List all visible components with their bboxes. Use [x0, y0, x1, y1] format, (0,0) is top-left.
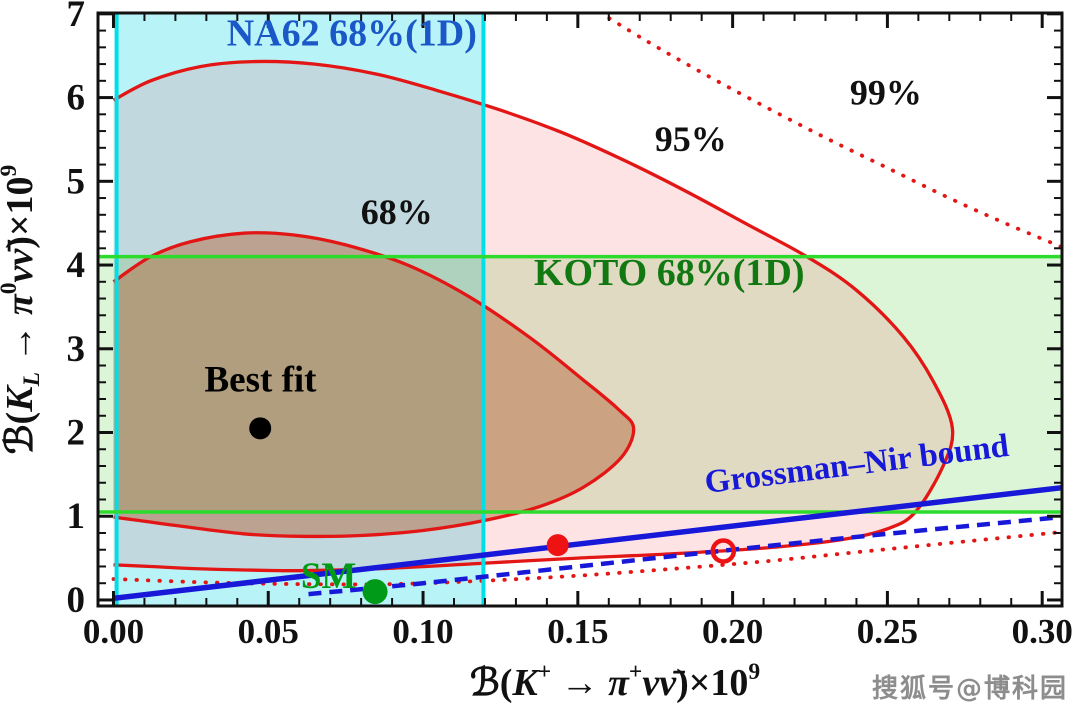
contour-fill-68%-1	[113, 232, 634, 537]
y-tick-label: 0	[67, 580, 86, 621]
y-tick-label: 7	[67, 0, 86, 35]
contour-95-label: 95%	[655, 119, 727, 159]
marker-open-marker	[710, 538, 737, 564]
koto-band-label: KOTO 68%(1D)	[534, 252, 805, 294]
plot-region	[98, 13, 1062, 606]
x-tick-label: 0.10	[392, 612, 453, 651]
x-tick-label: 0.25	[857, 612, 918, 651]
y-tick-label: 6	[67, 78, 86, 119]
x-tick-label: 0.15	[547, 612, 608, 651]
contour-line-95%-0	[112, 59, 955, 573]
y-tick-label: 4	[67, 245, 86, 286]
contour-fill-95%-0	[113, 61, 953, 571]
contour-99-label: 99%	[850, 72, 922, 112]
x-axis-title: ℬ(K+ → π+νν̄)×109	[470, 659, 760, 704]
band-fill-1	[98, 256, 1062, 513]
watermark-sohu-bokeyuan: 搜狐号@博科园	[871, 674, 1068, 704]
band-fill-0	[116, 13, 484, 606]
marker-na62-central-value	[546, 534, 569, 557]
contour-68-label: 68%	[361, 192, 433, 232]
tick-labels: 0.00 0.05 0.10 0.15 0.20 0.25 0.30 0 1 2 3 4 5 6 7	[67, 0, 1073, 651]
y-axis-title: ℬ(KL → π0νν̄)×109	[0, 165, 45, 455]
marker-best-fit	[249, 417, 272, 440]
x-tick-label: 0.20	[702, 612, 763, 651]
contour-line-99%-3	[111, 530, 1062, 587]
line-grossman-nir-bound	[113, 485, 1062, 602]
plot-frame	[96, 11, 1064, 608]
marker-sm	[362, 579, 388, 605]
sm-label: SM	[301, 556, 357, 597]
na62-band-label: NA62 68%(1D)	[227, 13, 477, 55]
x-tick-label: 0.00	[83, 612, 144, 651]
x-tick-label: 0.30	[1012, 612, 1073, 651]
y-tick-label: 2	[67, 413, 86, 454]
x-tick-label: 0.05	[238, 612, 299, 651]
best-fit-label: Best fit	[205, 360, 318, 401]
y-tick-label: 1	[67, 496, 86, 537]
y-tick-label: 5	[67, 161, 86, 202]
contour-line-68%-1	[112, 231, 636, 539]
line-grossman-nir-bound-dashed-variant-	[308, 514, 1062, 597]
axes-frame	[96, 11, 1064, 608]
y-tick-label: 3	[67, 329, 86, 370]
